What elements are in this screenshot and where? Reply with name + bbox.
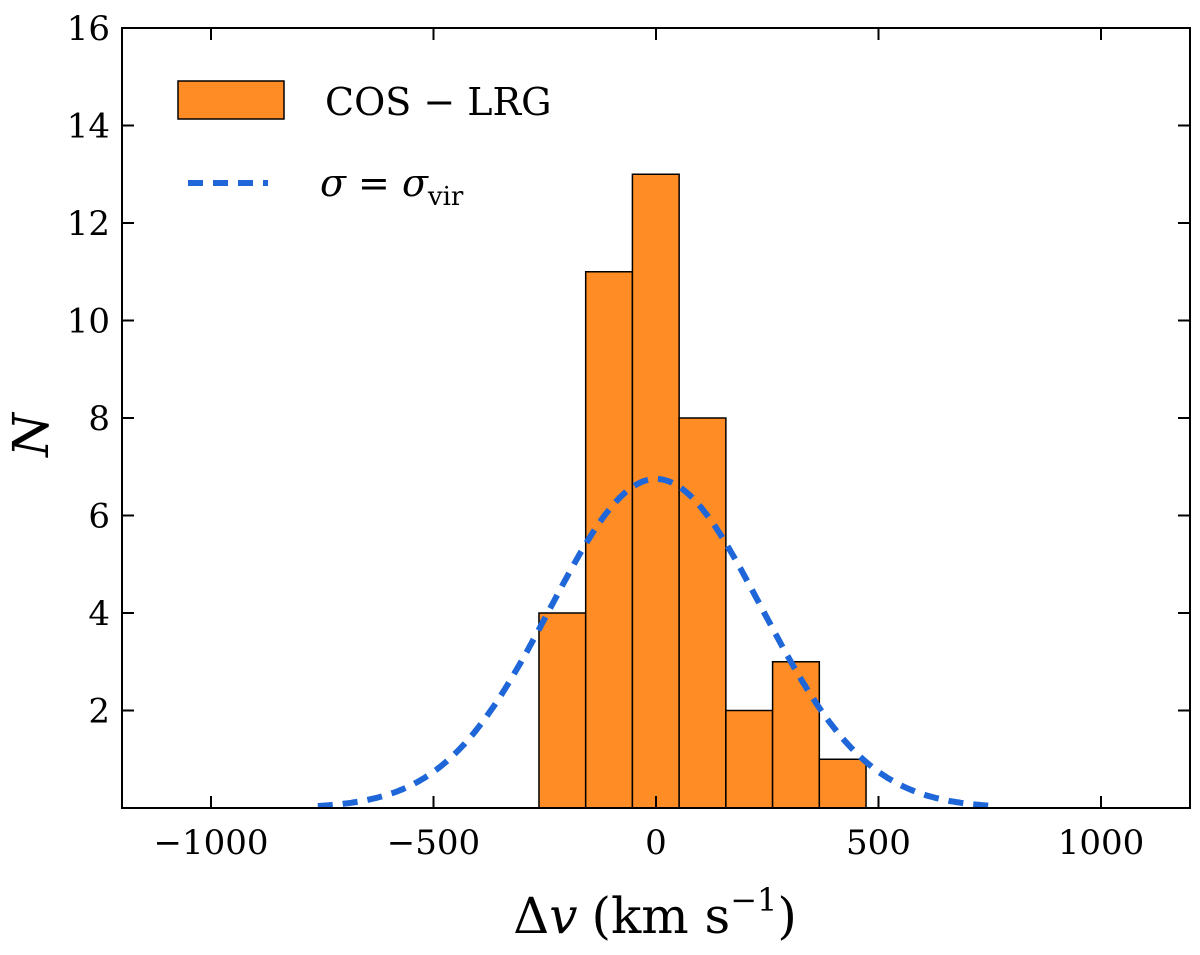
legend: COS − LRG σ = σvir [177,80,551,212]
y-tick-label: 6 [88,497,110,537]
legend-label-cos-lrg: COS − LRG [325,80,551,124]
axis-ticks [122,27,1190,808]
legend-label-sigma: σ = σvir [320,161,464,212]
x-tick-label: 0 [645,823,667,863]
y-tick-label: 4 [88,594,110,634]
x-axis-label: Δv (km s−1) [513,881,797,945]
y-tick-label: 2 [88,692,110,732]
y-tick-label: 10 [67,302,110,342]
x-tick-label: 500 [846,823,911,863]
x-tick-label: −500 [387,823,480,863]
histogram-bar-1 [538,612,587,809]
y-axis-label: N [2,411,60,458]
y-tick-label: 12 [67,204,110,244]
x-tick-labels: −1000 −500 0 500 1000 [153,823,1144,863]
x-tick-label: 1000 [1058,823,1145,863]
y-tick-label: 8 [88,399,110,439]
histogram-bar-6 [771,661,821,809]
histogram-bars [538,173,867,809]
histogram-bar-4 [678,417,727,809]
histogram-bar-5 [725,709,774,809]
histogram-bar-3 [631,173,680,809]
histogram-bar-7 [818,758,867,809]
legend-swatch-cos-lrg [177,80,285,120]
y-tick-label: 14 [67,107,110,147]
x-tick-label: −1000 [153,823,268,863]
y-tick-label: 16 [67,9,110,49]
y-tick-labels: 2 4 6 8 10 12 14 16 [67,9,110,732]
histogram-bar-2 [584,271,634,809]
gaussian-curve [317,475,995,809]
